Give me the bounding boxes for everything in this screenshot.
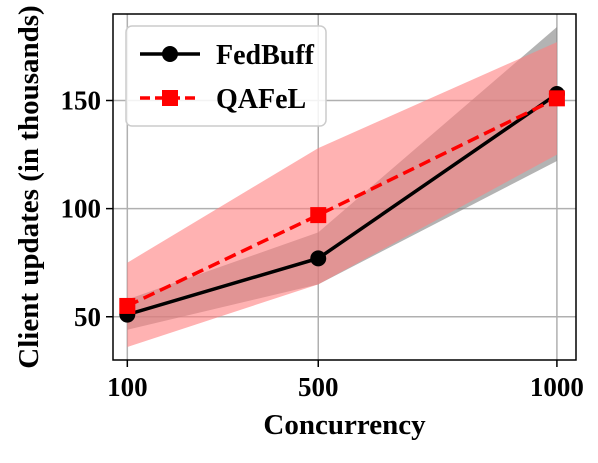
- legend-label-qafel: QAFeL: [216, 84, 306, 115]
- y-tick-label: 50: [74, 302, 101, 332]
- x-axis-title: Concurrency: [263, 409, 426, 441]
- data-point-fedbuff: [310, 250, 327, 267]
- x-tick-label: 500: [298, 372, 339, 402]
- data-point-qafel: [310, 207, 327, 224]
- y-tick-label: 150: [61, 86, 102, 116]
- data-point-qafel: [119, 297, 136, 314]
- series-markers: [119, 86, 565, 323]
- legend-label-fedbuff: FedBuff: [216, 40, 315, 71]
- confidence-band-qafel: [127, 42, 557, 348]
- x-tick-label: 100: [107, 372, 148, 402]
- y-tick-label: 100: [61, 194, 102, 224]
- axis-ticks: 100 500 1000 50 100 150: [61, 86, 584, 403]
- plot-area-frame: [112, 13, 577, 361]
- data-point-qafel: [548, 90, 565, 107]
- legend: FedBuff QAFeL: [125, 25, 327, 127]
- x-tick-label: 1000: [530, 372, 584, 402]
- series-line-qafel: [126, 96, 558, 308]
- y-axis-title: Client updates (in thousands): [13, 5, 45, 368]
- legend-marker-qafel: [162, 90, 178, 106]
- confidence-bands: [127, 26, 557, 348]
- legend-marker-fedbuff: [162, 46, 178, 62]
